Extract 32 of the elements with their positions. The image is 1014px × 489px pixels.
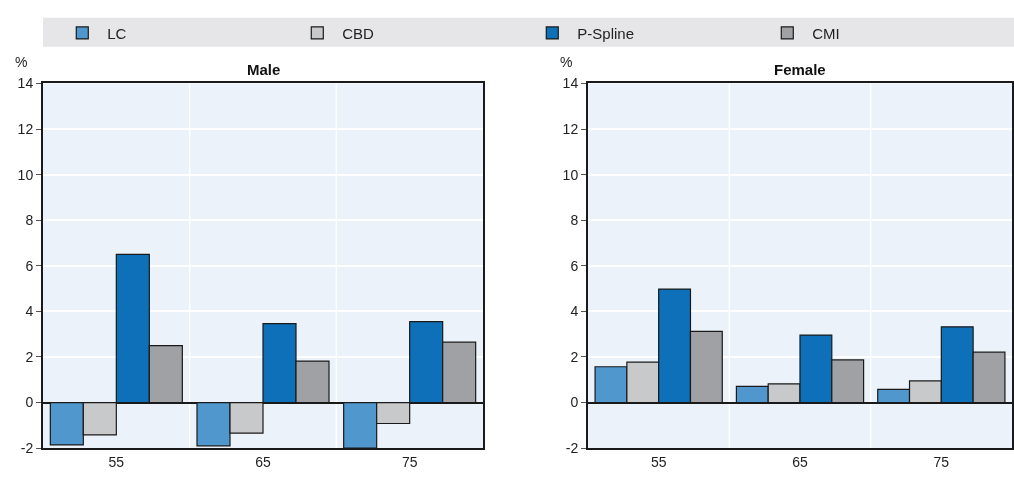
y-tick-label: 8: [25, 212, 34, 229]
y-axis-title: %: [560, 54, 573, 70]
x-tick-label: 55: [650, 453, 667, 470]
y-tick-label: 0: [570, 394, 579, 411]
y-tick-label: -2: [20, 440, 34, 457]
y-tick-label: 14: [562, 75, 579, 92]
x-tick-label: 55: [108, 453, 125, 470]
legend-label: CBD: [342, 24, 375, 42]
y-tick-label: 2: [25, 348, 34, 365]
y-axis-title: %: [15, 54, 28, 70]
y-tick-label: 14: [17, 75, 34, 92]
y-tick-label: 10: [562, 166, 579, 183]
legend-label: LC: [107, 24, 127, 42]
chart-title: Male: [247, 61, 281, 78]
y-tick-label: 2: [570, 348, 579, 365]
y-tick-label: -2: [565, 440, 579, 457]
y-tick-label: 12: [17, 120, 34, 137]
y-tick-label: 0: [25, 394, 34, 411]
y-tick-label: 12: [562, 120, 579, 137]
y-tick-label: 8: [570, 212, 579, 229]
legend-label: CMI: [812, 24, 840, 42]
x-tick-label: 65: [792, 453, 808, 470]
y-tick-label: 10: [17, 166, 34, 183]
y-tick-label: 4: [570, 303, 579, 320]
x-tick-label: 65: [255, 453, 271, 470]
y-tick-label: 6: [25, 257, 34, 274]
y-tick-label: 6: [570, 257, 579, 274]
x-tick-label: 75: [933, 453, 950, 470]
y-tick-label: 4: [25, 303, 34, 320]
legend-label: P-Spline: [577, 24, 634, 42]
chart-title: Female: [774, 61, 826, 78]
x-tick-label: 75: [401, 453, 418, 470]
